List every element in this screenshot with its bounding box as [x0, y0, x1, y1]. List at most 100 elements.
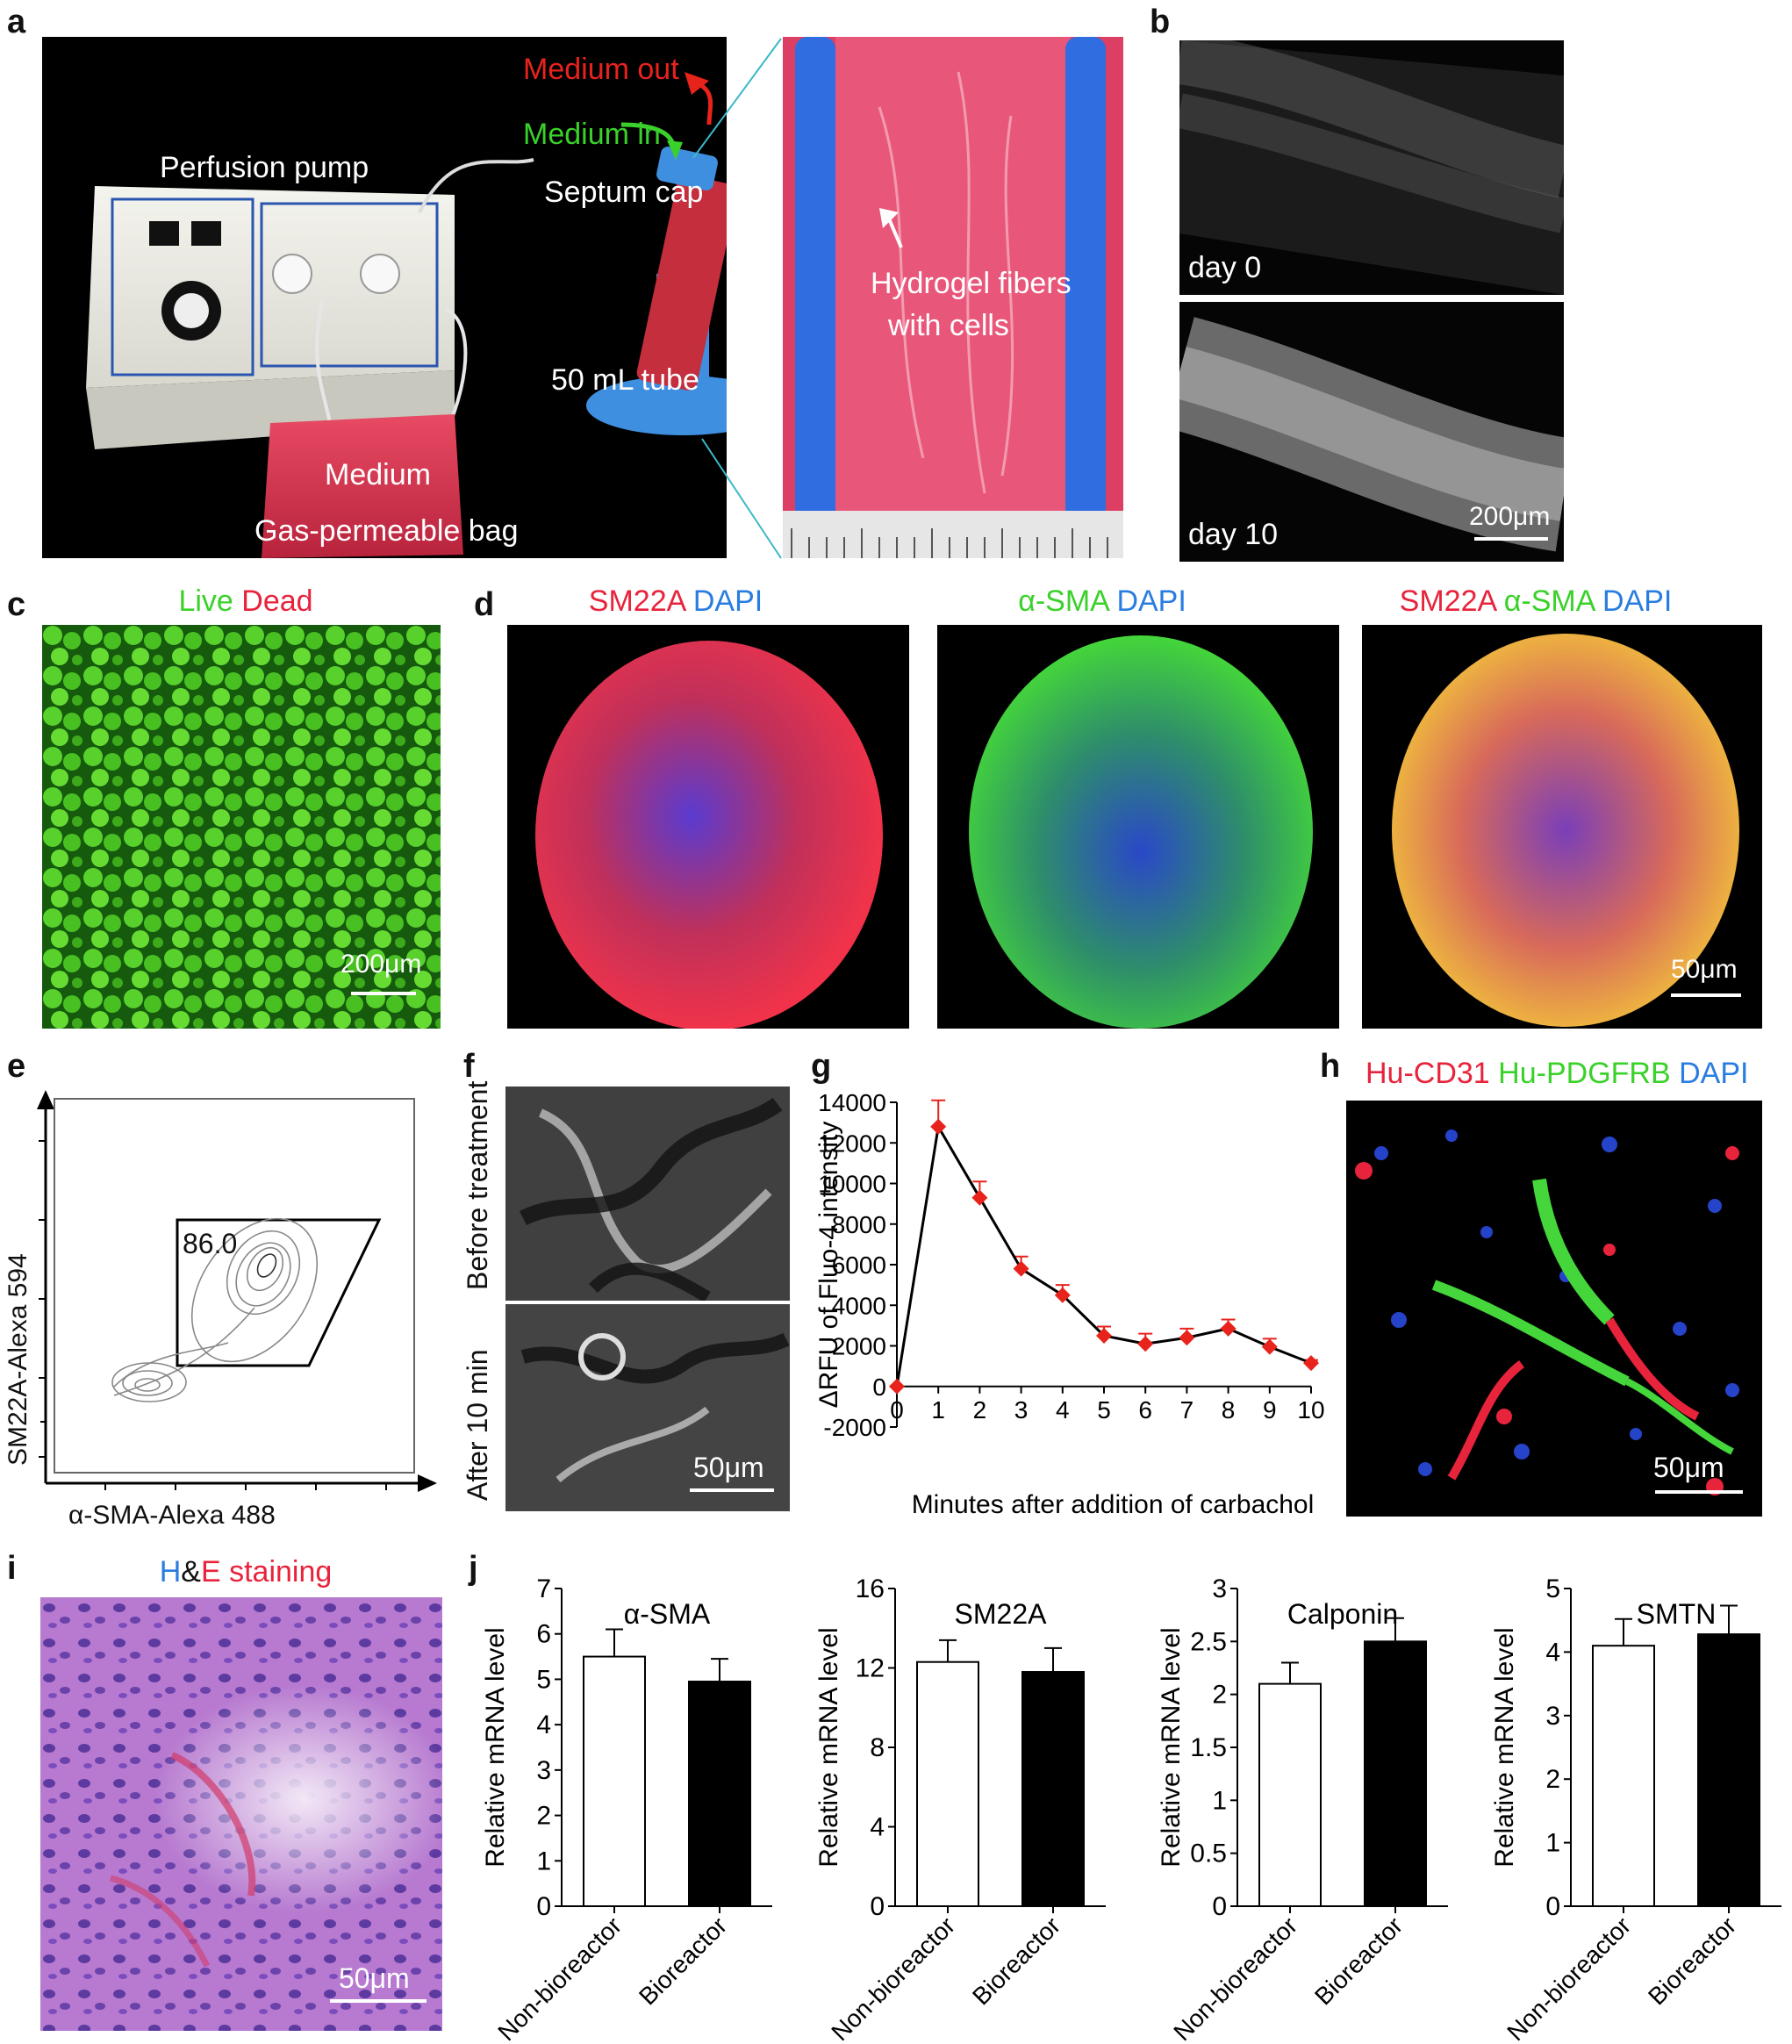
- x-tick-label: 2: [973, 1396, 987, 1424]
- label-medium-in: Medium in: [523, 118, 661, 151]
- panel-label-g: g: [811, 1048, 832, 1085]
- panel-label-f: f: [463, 1048, 475, 1085]
- y-tick-label: 6000: [832, 1252, 886, 1279]
- y-axis-label: Relative mRNA level: [1157, 1627, 1186, 1867]
- series-line: [895, 1122, 1312, 1387]
- y-tick-label: 4: [870, 1813, 885, 1842]
- y-tick-label: 1.5: [1190, 1733, 1227, 1762]
- title-dead: Dead: [241, 585, 313, 618]
- y-tick-label: 12: [856, 1654, 885, 1683]
- data-point: [1220, 1320, 1236, 1337]
- scalebar-label-i: 50μm: [339, 1962, 410, 1994]
- gate-value: 86.0: [183, 1228, 237, 1259]
- x-tick-label: Non-bioreactor: [492, 1911, 627, 2044]
- x-axis-label: Minutes after addition of carbachol: [912, 1490, 1315, 1519]
- flow-ylabel: SM22A-Alexa 594: [4, 1253, 32, 1466]
- y-tick-label: 12000: [818, 1130, 886, 1157]
- y-tick-label: 2: [1545, 1765, 1560, 1794]
- scalebar-h: [1655, 1490, 1743, 1494]
- title-d1: SM22A DAPI: [588, 585, 763, 618]
- data-point: [1096, 1327, 1112, 1344]
- label-50ml-tube: 50 mL tube: [551, 363, 699, 397]
- scalebar-label-f: 50μm: [693, 1452, 764, 1483]
- y-tick-label: 0.5: [1190, 1840, 1227, 1868]
- cells-before-image: [505, 1087, 790, 1301]
- zoom-connector: [692, 38, 782, 559]
- data-point: [1054, 1287, 1071, 1303]
- ruler: [783, 511, 1123, 558]
- title-i: H&E staining: [159, 1555, 333, 1589]
- y-tick-label: 5: [536, 1665, 551, 1694]
- live-dead-image: 200μm: [42, 625, 441, 1029]
- fiber-day0-image: day 0: [1179, 40, 1564, 295]
- y-tick-label: 7: [536, 1574, 551, 1603]
- label-medium: Medium: [325, 458, 431, 491]
- bar: [688, 1681, 751, 1907]
- data-point: [1179, 1330, 1195, 1346]
- y-tick-label: 2: [1212, 1681, 1227, 1710]
- x-tick-label: Bioreactor: [1309, 1911, 1408, 2010]
- y-tick-label: 2000: [832, 1333, 886, 1360]
- spheroid-sm22a-image: [507, 625, 909, 1029]
- y-tick-label: 3: [1545, 1702, 1560, 1731]
- y-tick-label: 1: [536, 1847, 551, 1875]
- label-day10: day 10: [1188, 518, 1279, 551]
- label-after-10min: After 10 min: [462, 1349, 493, 1501]
- y-tick-label: 0: [536, 1892, 551, 1921]
- y-tick-label: 16: [856, 1574, 885, 1603]
- scalebar-i: [330, 1999, 426, 2003]
- hydrogel-photo: Hydrogel fibers with cells: [783, 37, 1123, 558]
- y-tick-label: 14000: [818, 1089, 886, 1116]
- panel-label-b: b: [1150, 4, 1171, 40]
- flow-cytometry-plot: 86.0 SM22A-Alexa 594 α-SMA-Alexa 488: [4, 1090, 437, 1492]
- y-axis-label: Relative mRNA level: [814, 1627, 843, 1867]
- x-tick-label: 6: [1138, 1396, 1152, 1424]
- x-tick-label: Non-bioreactor: [1168, 1911, 1302, 2044]
- y-tick-label: 3: [536, 1756, 551, 1785]
- y-tick-label: 1: [1545, 1829, 1560, 1858]
- bar: [916, 1660, 979, 1908]
- flow-xlabel-text: α-SMA-Alexa 488: [68, 1501, 276, 1530]
- scalebar-d: [1671, 993, 1741, 997]
- label-hydrogel-line2: with cells: [888, 309, 1009, 342]
- panel-label-j: j: [469, 1550, 478, 1587]
- panel-label-c: c: [7, 586, 26, 623]
- scalebar-c: [351, 992, 416, 995]
- septum-cap: [656, 147, 718, 190]
- data-point: [889, 1378, 905, 1395]
- panel-label-h: h: [1320, 1048, 1341, 1085]
- x-tick-label: 3: [1014, 1396, 1029, 1424]
- y-axis-label: Relative mRNA level: [481, 1627, 510, 1867]
- chart-title: Calponin: [1287, 1598, 1398, 1630]
- y-tick-label: 0: [870, 1892, 885, 1921]
- data-point: [1303, 1355, 1319, 1372]
- y-tick-label: 4000: [832, 1292, 886, 1319]
- y-axis-label: ΔRFU of Fluo-4 intensity: [814, 1122, 843, 1409]
- y-tick-label: 3: [1212, 1574, 1227, 1603]
- chart-title: SMTN: [1637, 1598, 1717, 1630]
- y-axis-label: Relative mRNA level: [1490, 1627, 1519, 1867]
- y-tick-label: 10000: [818, 1171, 886, 1198]
- scalebar-label-d: 50μm: [1671, 955, 1738, 984]
- y-tick-label: 5: [1545, 1574, 1560, 1603]
- x-tick-label: 5: [1097, 1396, 1111, 1424]
- mrna-bar-chart-smtn: 0 1 2 3 4 5 Non-bioreactor Bioreactor SMTN Relati…: [1490, 1574, 1781, 2044]
- label-hydrogel-line1: Hydrogel fibers: [871, 267, 1072, 300]
- scalebar-label-h: 50μm: [1653, 1452, 1724, 1483]
- panel-label-i: i: [7, 1550, 17, 1587]
- label-before-treatment: Before treatment: [462, 1080, 493, 1290]
- y-tick-label: 0: [1212, 1892, 1227, 1921]
- panel-label-d: d: [474, 586, 495, 623]
- mrna-bar-chart-sm22a: 0 4 8 12 16 Non-bioreactor Bioreactor SM22A Rela…: [814, 1574, 1106, 2044]
- bar: [1697, 1633, 1760, 1908]
- y-tick-label: 4: [536, 1711, 551, 1739]
- x-tick-label: Bioreactor: [967, 1911, 1065, 2010]
- bar: [1364, 1640, 1427, 1907]
- mrna-bar-chart-asma: 0 1 2 3 4 5 6 7 Non-bioreactor Bioreactor α-SMA Rel…: [481, 1574, 772, 2044]
- y-tick-label: 1: [1212, 1786, 1227, 1815]
- spheroid-asma-image: [937, 625, 1339, 1029]
- label-medium-out: Medium out: [523, 53, 679, 86]
- x-tick-label: 8: [1222, 1396, 1236, 1424]
- title-d2: α-SMA DAPI: [1018, 585, 1186, 618]
